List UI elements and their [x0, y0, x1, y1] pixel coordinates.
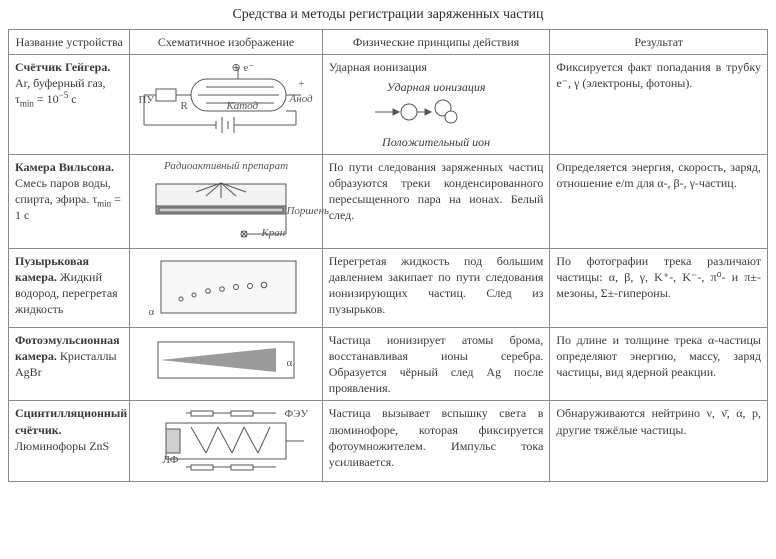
label-anode: + Анод	[286, 77, 315, 107]
schematic-cell: ФЭУ ЛФ	[130, 401, 322, 482]
result-cell: По фотографии трека различают частицы: α…	[550, 248, 768, 327]
header-row: Название устройства Схематичное изображе…	[9, 29, 768, 54]
schematic-cell: Радиоактивный препарат	[130, 154, 322, 248]
table-row: Камера Вильсона. Смесь паров воды, спирт…	[9, 154, 768, 248]
label-valve: Кран	[261, 226, 285, 241]
device-cell: Камера Вильсона. Смесь паров воды, спирт…	[9, 154, 130, 248]
principle-main: Ударная ионизация	[329, 59, 544, 75]
schematic-cell: ⊕ e⁻ + Анод Катод ПУ R	[130, 55, 322, 155]
ionization-icon	[371, 95, 501, 129]
header-schematic: Схематичное изображение	[130, 29, 322, 54]
label-r: R	[180, 99, 187, 114]
label-cathode: Катод	[226, 99, 258, 114]
result-cell: Фиксируется факт попадания в трубку e⁻, …	[550, 55, 768, 155]
result-cell: Определяется энергия, скорость, заряд, о…	[550, 154, 768, 248]
label-pmt: ФЭУ	[284, 407, 308, 422]
label-hv: ПУ	[138, 93, 154, 108]
result-cell: По длине и толщине трека α-частицы опред…	[550, 327, 768, 401]
device-cell: Счётчик Гейгера. Ar, буферный газ, τmin …	[9, 55, 130, 155]
label-alpha: α	[148, 305, 154, 320]
header-result: Результат	[550, 29, 768, 54]
table-row: Сцинтилляционный счётчик. Люминофоры ZnS	[9, 401, 768, 482]
label-e: ⊕ e⁻	[231, 61, 254, 76]
label-piston: Поршень	[286, 204, 329, 219]
principle-ion-label: Положительный ион	[329, 134, 544, 150]
principle-cell: Частица вызывает вспышку света в люминоф…	[322, 401, 550, 482]
principle-cell: По пути следования заряженных частиц обр…	[322, 154, 550, 248]
header-principle: Физические принципы действия	[322, 29, 550, 54]
device-cell: Пузырьковая камера. Жидкий водород, пере…	[9, 248, 130, 327]
table-row: Пузырьковая камера. Жидкий водород, пере…	[9, 248, 768, 327]
schematic-cell: α	[130, 248, 322, 327]
principle-cell: Перегретая жидкость под большим давление…	[322, 248, 550, 327]
label-lf: ЛФ	[162, 453, 178, 468]
label-source: Радиоактивный препарат	[136, 159, 315, 174]
principle-cell: Частица ионизирует атомы брома, восстана…	[322, 327, 550, 401]
device-cell: Фотоэмульсионная камера. Кристаллы AgBr	[9, 327, 130, 401]
principle-cell: Ударная ионизация Ударная ионизация	[322, 55, 550, 155]
device-cell: Сцинтилляционный счётчик. Люминофоры ZnS	[9, 401, 130, 482]
result-cell: Обнаруживаются нейтрино ν, ν̄, α, p, дру…	[550, 401, 768, 482]
table-row: Счётчик Гейгера. Ar, буферный газ, τmin …	[9, 55, 768, 155]
label-alpha: α	[286, 356, 292, 371]
page-title: Средства и методы регистрации заряженных…	[8, 6, 768, 25]
bubble-schematic-icon	[136, 253, 316, 323]
principle-sub: Ударная ионизация	[329, 79, 544, 95]
table-row: Фотоэмульсионная камера. Кристаллы AgBr …	[9, 327, 768, 401]
header-device: Название устройства	[9, 29, 130, 54]
schematic-cell: α	[130, 327, 322, 401]
detectors-table: Название устройства Схематичное изображе…	[8, 29, 768, 483]
